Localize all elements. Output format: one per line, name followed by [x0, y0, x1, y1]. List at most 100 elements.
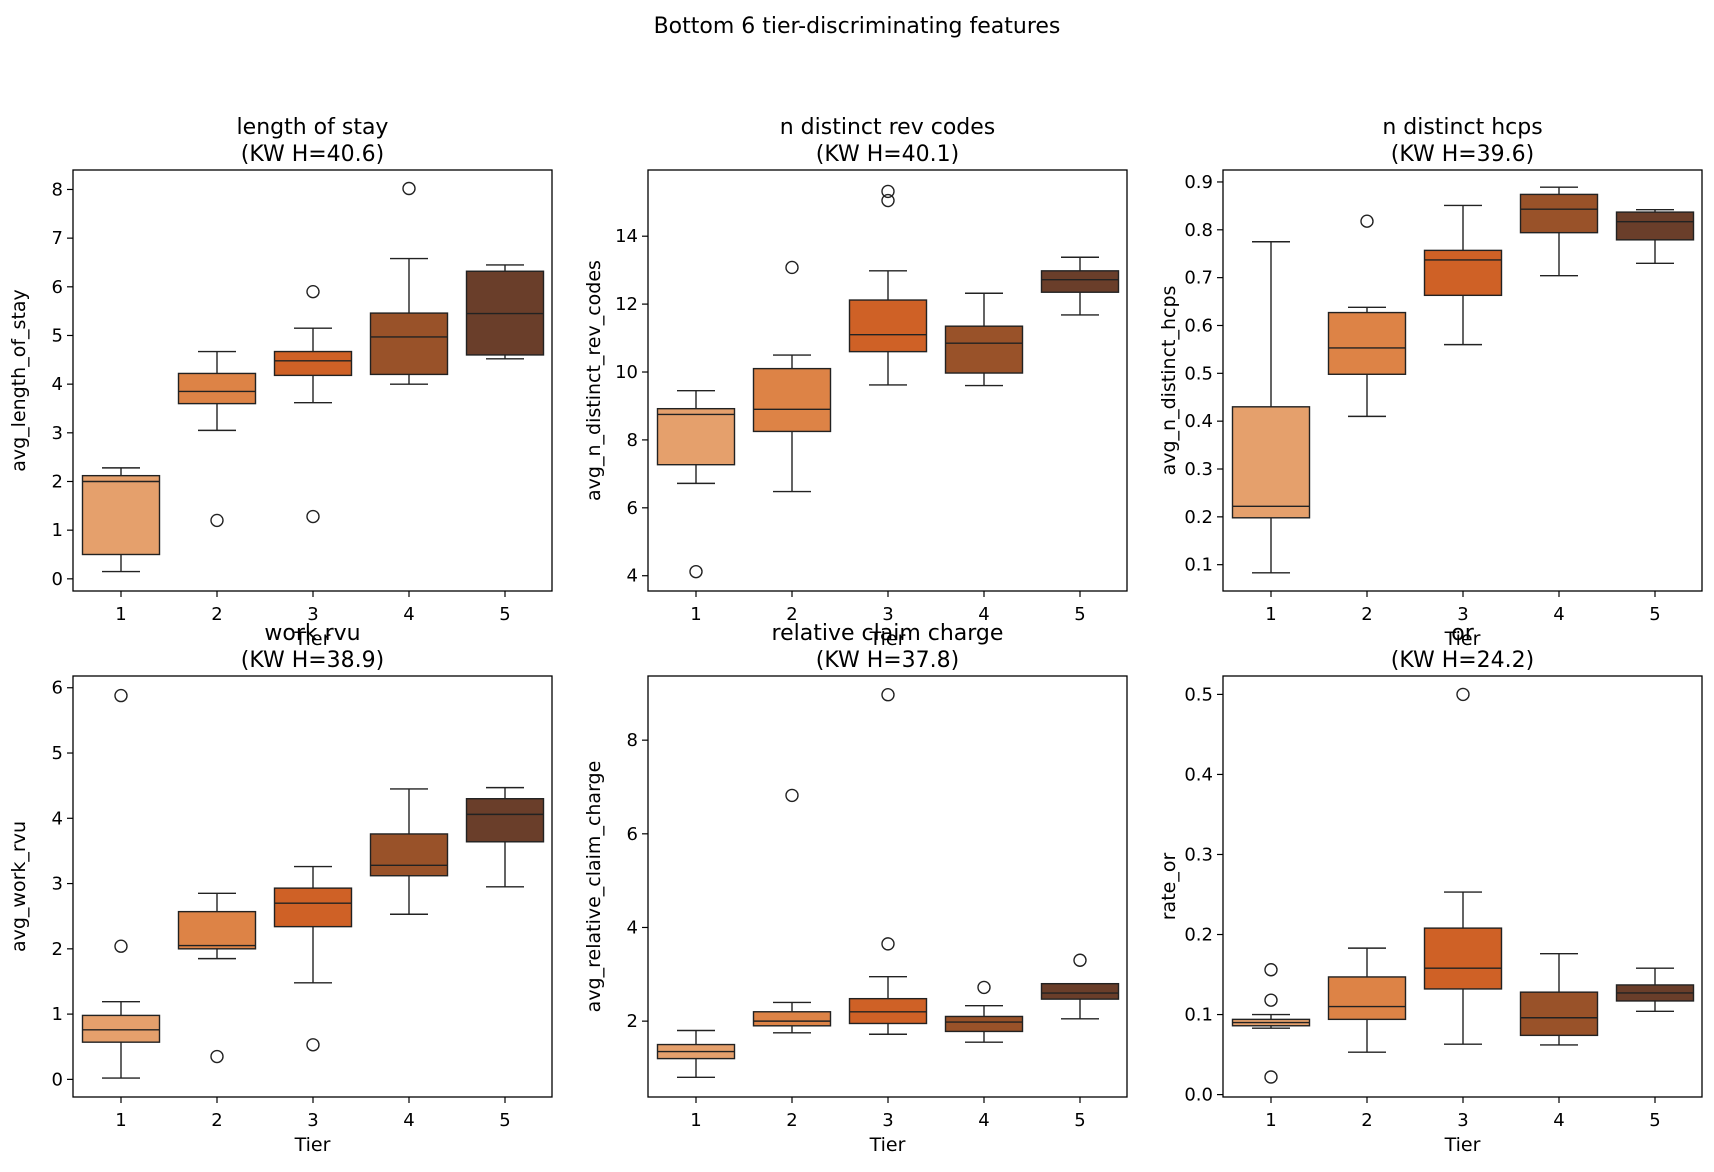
y-tick-label: 7: [52, 228, 63, 249]
box-tier-3: [848, 184, 928, 386]
outlier-point: [881, 937, 895, 951]
y-axis-label: avg_relative_claim_charge: [583, 761, 605, 1013]
x-tick-label: 1: [1265, 604, 1276, 625]
x-tick-label: 2: [786, 604, 797, 625]
y-tick-label: 4: [627, 917, 638, 938]
outlier-point: [881, 193, 895, 208]
box-iqr: [177, 372, 257, 405]
y-tick-label: 0: [52, 1069, 63, 1090]
subplot-title: or: [1451, 621, 1474, 646]
box-tier-4: [944, 980, 1024, 1043]
x-tick-label: 1: [115, 604, 126, 625]
x-tick-label: 3: [307, 1110, 318, 1131]
y-axis-label: avg_n_distinct_hcps: [1158, 286, 1180, 476]
x-tick-label: 1: [690, 604, 701, 625]
axes-frame: [1222, 675, 1703, 1098]
y-tick-label: 6: [52, 277, 63, 298]
box-iqr: [1327, 311, 1407, 375]
outlier-point: [1264, 1070, 1278, 1084]
outlier-point: [114, 688, 128, 703]
x-tick-label: 4: [978, 604, 989, 625]
y-axis-label: avg_length_of_stay: [8, 289, 30, 472]
box-tier-4: [369, 181, 449, 385]
y-tick-label: 4: [52, 808, 63, 829]
subplot-subtitle: (KW H=40.1): [816, 142, 960, 167]
subplot-title: work rvu: [264, 621, 360, 646]
y-tick-label: 5: [52, 743, 63, 764]
y-tick-label: 0.2: [1184, 925, 1213, 946]
y-tick-label: 0.6: [1184, 315, 1213, 336]
y-axis-label: avg_work_rvu: [8, 821, 30, 952]
box-iqr: [1040, 982, 1120, 1000]
box-tier-5: [1040, 256, 1120, 316]
box-iqr: [1327, 976, 1407, 1021]
box-tier-2: [752, 260, 832, 493]
x-axis-label: Tier: [869, 1134, 906, 1156]
x-axis-label: Tier: [1444, 628, 1481, 650]
x-tick-label: 2: [211, 1110, 222, 1131]
y-tick-label: 1: [52, 1004, 63, 1025]
y-tick-label: 2: [52, 471, 63, 492]
box-tier-3: [273, 284, 353, 524]
outlier-point: [306, 1038, 320, 1052]
y-tick-label: 0.4: [1184, 411, 1213, 432]
box-tier-1: [656, 389, 736, 579]
x-axis-label: Tier: [1444, 1134, 1481, 1156]
x-tick-label: 5: [1649, 604, 1660, 625]
box-iqr: [1519, 193, 1599, 234]
y-tick-label: 2: [627, 1011, 638, 1032]
box-iqr: [81, 474, 161, 556]
box-iqr: [944, 325, 1024, 374]
axes-frame: [647, 675, 1128, 1098]
box-tier-3: [273, 865, 353, 1052]
box-tier-2: [1327, 947, 1407, 1053]
y-tick-label: 14: [615, 226, 638, 247]
x-tick-label: 3: [1457, 604, 1468, 625]
x-tick-label: 5: [499, 1110, 510, 1131]
x-tick-label: 2: [1361, 1110, 1372, 1131]
y-tick-label: 3: [52, 874, 63, 895]
box-tier-4: [369, 788, 449, 915]
y-tick-label: 0.1: [1184, 1005, 1213, 1026]
figure-title: Bottom 6 tier-discriminating features: [654, 14, 1061, 39]
box-iqr: [1423, 927, 1503, 990]
x-tick-label: 4: [1553, 1110, 1564, 1131]
outlier-point: [1456, 687, 1470, 702]
y-tick-label: 8: [627, 730, 638, 751]
x-tick-label: 1: [115, 1110, 126, 1131]
subplot-subtitle: (KW H=38.9): [241, 648, 385, 673]
outlier-point: [881, 184, 895, 199]
y-tick-label: 0: [52, 569, 63, 590]
box-tier-1: [81, 688, 161, 1079]
subplot-3: n distinct hcps(KW H=39.6) 0.1 0.2 0.3 0.4 0.…: [1158, 115, 1703, 650]
subplot-5: relative claim charge(KW H=37.8) 2 4 6 8 1 2 3 4…: [583, 621, 1128, 1156]
y-tick-label: 0.7: [1184, 268, 1213, 289]
outlier-point: [114, 939, 128, 953]
y-tick-label: 0.2: [1184, 507, 1213, 528]
x-axis-label: Tier: [294, 1134, 331, 1156]
box-iqr: [273, 350, 353, 377]
y-tick-label: 4: [627, 566, 638, 587]
box-tier-5: [465, 264, 545, 360]
outlier-point: [1264, 993, 1278, 1007]
box-tier-3: [848, 688, 928, 1035]
subplot-subtitle: (KW H=39.6): [1391, 142, 1535, 167]
box-tier-1: [1231, 963, 1311, 1084]
box-iqr: [1231, 406, 1311, 519]
box-iqr: [656, 407, 736, 466]
axes-frame: [72, 675, 553, 1098]
outlier-point: [881, 688, 895, 702]
outlier-point: [977, 980, 991, 995]
x-axis-label: Tier: [869, 628, 906, 650]
box-iqr: [1423, 249, 1503, 297]
box-iqr: [848, 299, 928, 353]
box-tier-5: [1040, 953, 1120, 1020]
outlier-point: [306, 284, 320, 299]
subplot-subtitle: (KW H=40.6): [241, 142, 385, 167]
y-tick-label: 6: [52, 678, 63, 699]
x-tick-label: 3: [1457, 1110, 1468, 1131]
axes-frame: [1222, 169, 1703, 592]
box-iqr: [1615, 211, 1695, 241]
